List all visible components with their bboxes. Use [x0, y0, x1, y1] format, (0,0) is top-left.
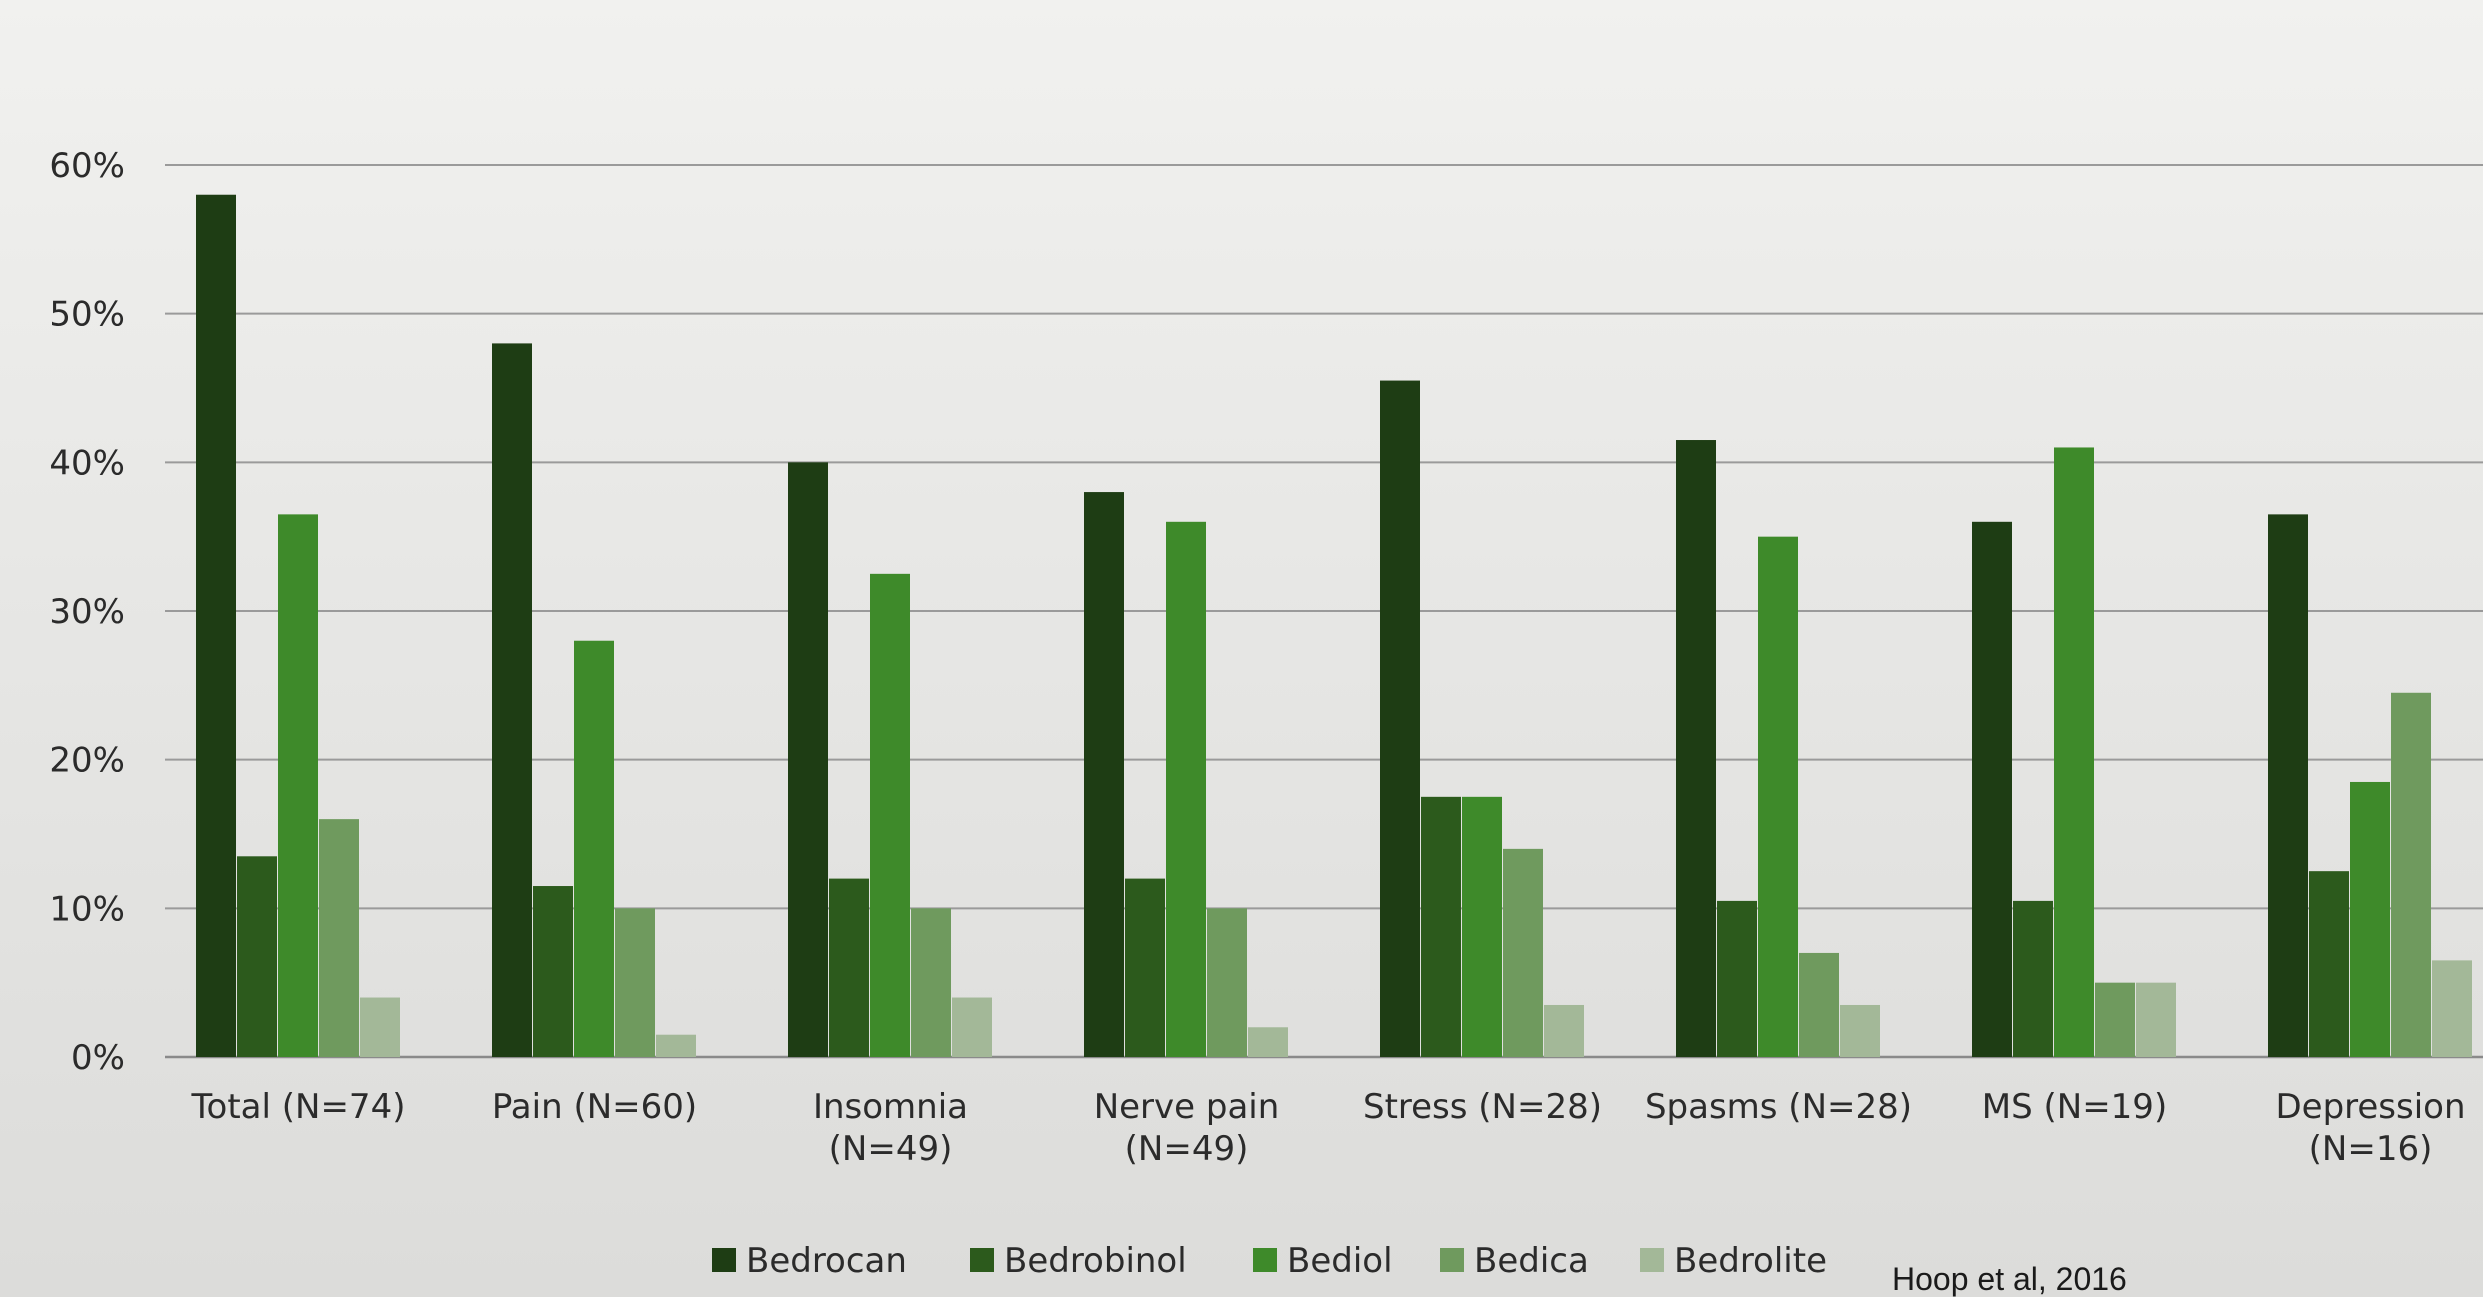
bar-bedrocan: [1972, 521, 2012, 1057]
x-category-label: (N=49): [829, 1129, 953, 1169]
legend-label: Bedica: [1474, 1241, 1589, 1281]
legend-swatch: [1440, 1248, 1464, 1272]
bar-bedrolite: [360, 997, 400, 1057]
bar-group-5: [1380, 380, 1584, 1058]
bar-group-2: [492, 343, 696, 1057]
x-category-label: Stress (N=28): [1363, 1087, 1602, 1127]
bar-bedrocan: [196, 194, 236, 1057]
x-axis-category-labels: Total (N=74) Pain (N=60) Insomnia(N=49)Ner…: [191, 1087, 2466, 1169]
legend-swatch: [1640, 1248, 1664, 1272]
y-tick-label: 20%: [49, 741, 125, 781]
bar-bedica: [1207, 908, 1247, 1057]
y-tick-label: 30%: [49, 592, 125, 632]
bar-group-6: [1676, 440, 1880, 1057]
legend-label: Bedrobinol: [1004, 1241, 1187, 1281]
legend-item-bedrolite: Bedrolite: [1640, 1241, 1827, 1281]
bar-bedrobinol: [829, 878, 869, 1057]
bar-bedrocan: [1380, 380, 1420, 1058]
bar-bedrocan: [1676, 440, 1716, 1057]
bar-bedrocan: [2268, 514, 2308, 1057]
bar-bedrobinol: [237, 856, 277, 1057]
legend-label: Bedrocan: [746, 1241, 907, 1281]
x-category-label: MS (N=19): [1982, 1087, 2167, 1127]
bar-bediol: [574, 640, 614, 1057]
bar-bedrolite: [1248, 1027, 1288, 1057]
bar-bediol: [2350, 781, 2390, 1057]
bar-group-8: [2268, 514, 2472, 1057]
bar-bedica: [319, 819, 359, 1057]
legend-label: Bedrolite: [1674, 1241, 1827, 1281]
bar-bedrobinol: [533, 886, 573, 1057]
bar-bedrocan: [492, 343, 532, 1057]
legend-swatch: [970, 1248, 994, 1272]
x-category-label: (N=16): [2309, 1129, 2433, 1169]
legend-label: Bediol: [1287, 1241, 1393, 1281]
bar-bedrobinol: [1717, 900, 1757, 1057]
x-category-label: Total (N=74): [191, 1087, 406, 1127]
legend-swatch: [712, 1248, 736, 1272]
bar-bedrolite: [1840, 1004, 1880, 1057]
bar-bediol: [278, 514, 318, 1057]
legend-item-bedrobinol: Bedrobinol: [970, 1241, 1187, 1281]
x-category-label: Insomnia: [813, 1087, 968, 1127]
bar-bedica: [2391, 692, 2431, 1057]
bar-bedrobinol: [2013, 900, 2053, 1057]
bar-bedrolite: [656, 1034, 696, 1057]
bar-bediol: [2054, 447, 2094, 1057]
bar-bedrobinol: [2309, 871, 2349, 1057]
y-tick-label: 40%: [49, 443, 125, 483]
x-category-label: Pain (N=60): [492, 1087, 697, 1127]
bar-bedrobinol: [1421, 796, 1461, 1057]
bar-bediol: [870, 573, 910, 1057]
bar-bedrolite: [2136, 982, 2176, 1057]
legend: Bedrocan Bedrobinol Bediol Bedica Bedrolite: [712, 1241, 1827, 1281]
bar-bedica: [1799, 952, 1839, 1057]
x-category-label: Spasms (N=28): [1645, 1087, 1912, 1127]
bar-bedica: [1503, 848, 1543, 1057]
y-axis-tick-labels: 0% 10% 20% 30% 40% 50% 60%: [49, 146, 125, 1078]
bar-bedrolite: [952, 997, 992, 1057]
x-category-label: (N=49): [1125, 1129, 1249, 1169]
y-tick-label: 0%: [71, 1038, 125, 1078]
legend-item-bedica: Bedica: [1440, 1241, 1589, 1281]
bar-bedrobinol: [1125, 878, 1165, 1057]
bar-bedica: [2095, 982, 2135, 1057]
y-tick-label: 10%: [49, 889, 125, 929]
bar-bediol: [1166, 521, 1206, 1057]
bar-group-7: [1972, 447, 2176, 1057]
legend-item-bedrocan: Bedrocan: [712, 1241, 907, 1281]
y-tick-label: 60%: [49, 146, 125, 186]
bar-group-1: [196, 194, 400, 1057]
legend-item-bediol: Bediol: [1253, 1241, 1393, 1281]
bar-bedrocan: [788, 462, 828, 1057]
bars: [196, 194, 2472, 1058]
bar-group-3: [788, 462, 992, 1057]
bar-bedrolite: [1544, 1004, 1584, 1057]
bar-bediol: [1758, 536, 1798, 1057]
y-tick-label: 50%: [49, 295, 125, 335]
bar-bediol: [1462, 796, 1502, 1057]
legend-swatch: [1253, 1248, 1277, 1272]
bar-bedrocan: [1084, 492, 1124, 1058]
x-category-label: Nerve pain: [1094, 1087, 1280, 1127]
bar-bedica: [615, 908, 655, 1057]
bar-bedica: [911, 908, 951, 1057]
x-category-label: Depression: [2275, 1087, 2465, 1127]
bar-bedrolite: [2432, 960, 2472, 1057]
source-citation: Hoop et al, 2016: [1892, 1261, 2127, 1297]
bar-group-4: [1084, 492, 1288, 1058]
